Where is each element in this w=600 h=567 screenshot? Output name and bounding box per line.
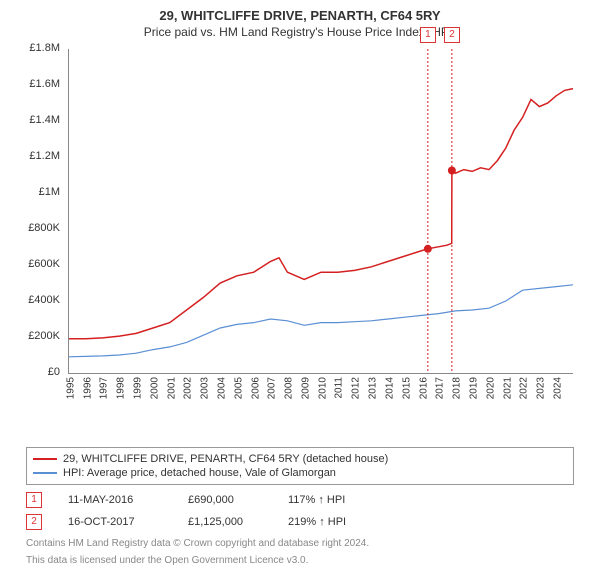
- chart-event-marker: 1: [420, 27, 436, 43]
- x-tick-label: 1998: [115, 377, 126, 399]
- x-tick-label: 1996: [82, 377, 93, 399]
- x-tick-label: 2011: [334, 377, 345, 399]
- x-tick-label: 2009: [300, 377, 311, 399]
- x-tick-label: 1997: [99, 377, 110, 399]
- x-tick-label: 2003: [199, 377, 210, 399]
- chart-event-marker: 2: [444, 27, 460, 43]
- x-tick-label: 2008: [283, 377, 294, 399]
- x-tick-label: 2004: [216, 377, 227, 399]
- x-tick-label: 2010: [317, 377, 328, 399]
- x-tick-label: 2024: [552, 377, 563, 399]
- y-tick-label: £1M: [20, 186, 60, 198]
- x-tick-label: 2002: [183, 377, 194, 399]
- x-tick-label: 2006: [250, 377, 261, 399]
- x-tick-label: 2015: [401, 377, 412, 399]
- event-table: 1 11-MAY-2016 £690,000 117% ↑ HPI 2 16-O…: [26, 489, 574, 533]
- event-pct-2: 219% ↑ HPI: [288, 516, 346, 528]
- chart-subtitle: Price paid vs. HM Land Registry's House …: [8, 25, 592, 39]
- x-tick-label: 1999: [132, 377, 143, 399]
- x-tick-label: 2022: [519, 377, 530, 399]
- x-tick-label: 2005: [233, 377, 244, 399]
- y-tick-label: £1.6M: [20, 78, 60, 90]
- x-tick-label: 2007: [267, 377, 278, 399]
- plot-area: 12: [68, 49, 573, 374]
- y-tick-label: £0: [20, 366, 60, 378]
- x-tick-label: 1995: [65, 377, 76, 399]
- footer-line2: This data is licensed under the Open Gov…: [26, 554, 574, 567]
- x-tick-label: 2000: [149, 377, 160, 399]
- x-tick-label: 2013: [367, 377, 378, 399]
- event-price-1: £690,000: [188, 494, 268, 506]
- y-tick-label: £200K: [20, 330, 60, 342]
- event-date-2: 16-OCT-2017: [68, 516, 168, 528]
- x-tick-label: 2014: [384, 377, 395, 399]
- y-tick-label: £1.8M: [20, 42, 60, 54]
- y-tick-label: £600K: [20, 258, 60, 270]
- legend-label-series2: HPI: Average price, detached house, Vale…: [63, 467, 336, 479]
- y-tick-label: £1.4M: [20, 114, 60, 126]
- y-tick-label: £800K: [20, 222, 60, 234]
- footer-line1: Contains HM Land Registry data © Crown c…: [26, 537, 574, 550]
- y-tick-label: £1.2M: [20, 150, 60, 162]
- legend-swatch-series1: [33, 458, 57, 460]
- legend-label-series1: 29, WHITCLIFFE DRIVE, PENARTH, CF64 5RY …: [63, 453, 388, 465]
- event-date-1: 11-MAY-2016: [68, 494, 168, 506]
- x-tick-label: 2016: [418, 377, 429, 399]
- x-tick-label: 2019: [468, 377, 479, 399]
- legend-swatch-series2: [33, 472, 57, 474]
- x-tick-label: 2018: [451, 377, 462, 399]
- x-tick-label: 2001: [166, 377, 177, 399]
- chart-title: 29, WHITCLIFFE DRIVE, PENARTH, CF64 5RY: [8, 8, 592, 23]
- x-tick-label: 2023: [535, 377, 546, 399]
- chart-area: £0 £200K £400K £600K £800K £1M £1.2M £1.4M £1.6M…: [20, 43, 580, 443]
- event-marker-2: 2: [26, 514, 42, 530]
- event-marker-1: 1: [26, 492, 42, 508]
- event-price-2: £1,125,000: [188, 516, 268, 528]
- y-tick-label: £400K: [20, 294, 60, 306]
- event-pct-1: 117% ↑ HPI: [288, 494, 345, 506]
- x-tick-label: 2017: [435, 377, 446, 399]
- x-tick-label: 2020: [485, 377, 496, 399]
- legend: 29, WHITCLIFFE DRIVE, PENARTH, CF64 5RY …: [26, 447, 574, 485]
- x-tick-label: 2012: [351, 377, 362, 399]
- x-tick-label: 2021: [502, 377, 513, 399]
